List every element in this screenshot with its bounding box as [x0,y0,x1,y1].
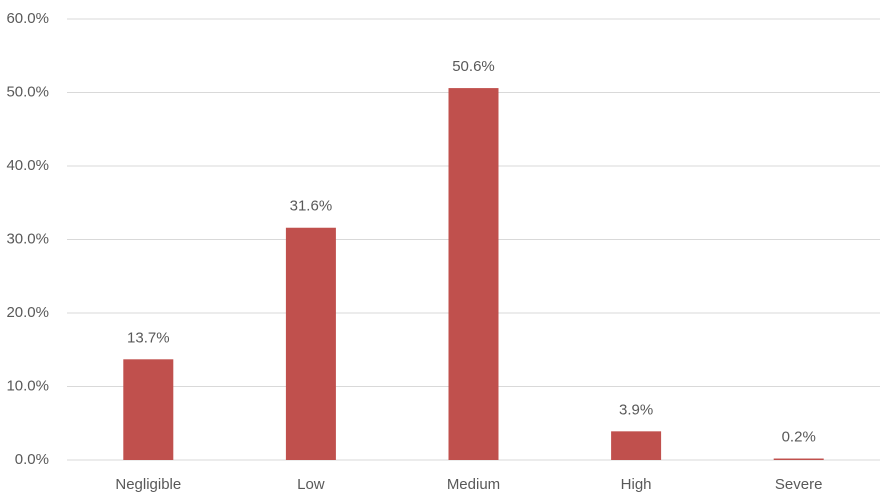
data-label: 50.6% [452,58,495,75]
x-tick-label: Severe [775,476,823,493]
y-tick-label: 60.0% [6,10,49,27]
y-tick-label: 40.0% [6,157,49,174]
bar [773,458,824,460]
data-label: 0.2% [782,428,816,445]
x-tick-label: Medium [447,476,500,493]
y-tick-label: 10.0% [6,377,49,394]
y-tick-label: 0.0% [15,451,49,468]
x-tick-label: High [621,476,652,493]
y-tick-label: 30.0% [6,230,49,247]
y-tick-label: 20.0% [6,304,49,321]
x-tick-label: Negligible [115,476,181,493]
data-label: 31.6% [290,198,333,215]
y-tick-label: 50.0% [6,83,49,100]
x-tick-label: Low [297,476,325,493]
bar [448,88,499,460]
data-label: 13.7% [127,329,170,346]
bar [123,359,174,460]
data-label: 3.9% [619,401,653,418]
bar [611,431,662,460]
bar [285,227,336,460]
